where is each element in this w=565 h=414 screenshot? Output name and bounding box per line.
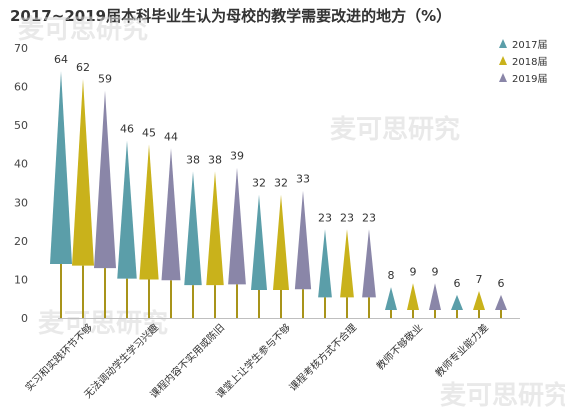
bar-value-label: 38	[186, 153, 200, 166]
x-category-label: 课堂上让学生参与不够	[213, 321, 293, 401]
y-tick-label: 0	[21, 312, 28, 325]
bar-value-label: 8	[388, 269, 395, 282]
bar	[451, 294, 463, 310]
bar-value-label: 44	[164, 130, 178, 143]
bar	[407, 283, 419, 310]
bar	[117, 140, 137, 279]
bar-value-label: 59	[98, 72, 112, 85]
legend-label: 2019届	[512, 73, 547, 85]
bar-value-label: 32	[252, 177, 266, 190]
bar-value-label: 9	[410, 265, 417, 278]
bar-value-label: 6	[454, 277, 461, 290]
watermark-text: 麦可思研究	[330, 114, 460, 145]
bar	[294, 190, 312, 290]
chart-title: 2017~2019届本科毕业生认为母校的教学需要改进的地方（%）	[10, 7, 452, 25]
bar-value-label: 9	[432, 265, 439, 278]
legend-swatch	[499, 39, 507, 48]
bar	[385, 287, 397, 310]
bar-value-label: 7	[476, 273, 483, 286]
legend-swatch	[499, 73, 507, 82]
bar	[273, 194, 289, 290]
y-tick-label: 60	[14, 81, 28, 94]
bar	[318, 229, 332, 298]
y-tick-label: 10	[14, 273, 28, 286]
bar	[429, 283, 441, 310]
bar	[94, 90, 116, 269]
bar-value-label: 64	[54, 53, 68, 66]
bar	[206, 171, 224, 286]
watermark-text: 麦可思研究	[440, 380, 565, 411]
x-category-label: 课程考核方式不合理	[286, 321, 359, 394]
y-tick-label: 40	[14, 158, 28, 171]
bar	[184, 171, 202, 286]
x-category-label: 教师不够敬业	[374, 321, 426, 373]
y-axis: 0 10 20 30 40 50 60 70	[14, 42, 28, 325]
bar-value-label: 62	[76, 61, 90, 74]
bar-value-label: 38	[208, 153, 222, 166]
bar	[362, 229, 376, 298]
bar	[340, 229, 354, 298]
legend: 2017届 2018届 2019届	[499, 39, 547, 85]
bar-value-label: 45	[142, 126, 156, 139]
legend-label: 2017届	[512, 39, 547, 51]
bar	[228, 167, 246, 285]
bar	[473, 291, 485, 310]
bar-value-label: 23	[362, 211, 376, 224]
y-tick-label: 30	[14, 196, 28, 209]
bar-value-label: 6	[498, 277, 505, 290]
legend-label: 2018届	[512, 56, 547, 68]
bar	[139, 144, 159, 280]
bar-value-label: 23	[340, 211, 354, 224]
legend-swatch	[499, 56, 507, 65]
y-tick-label: 20	[14, 235, 28, 248]
y-tick-label: 70	[14, 42, 28, 55]
bar-value-label: 23	[318, 211, 332, 224]
x-category-label: 教师专业能力差	[432, 321, 491, 380]
plot-area: 64 62 59 46 45 44 38 38 39 32 32 33 23 23 23 8 9 9 6 7 6	[50, 53, 507, 318]
bar	[50, 71, 72, 265]
watermark-text: 麦可思研究	[38, 308, 168, 339]
bar-value-label: 46	[120, 123, 134, 136]
y-tick-label: 50	[14, 119, 28, 132]
bar-value-label: 32	[274, 177, 288, 190]
bar	[251, 194, 267, 290]
watermark-text: 麦可思研究	[18, 14, 148, 45]
bar-value-label: 39	[230, 150, 244, 163]
bar-value-label: 33	[296, 173, 310, 186]
bar	[161, 148, 181, 281]
bar	[72, 78, 94, 266]
bar	[495, 294, 507, 310]
